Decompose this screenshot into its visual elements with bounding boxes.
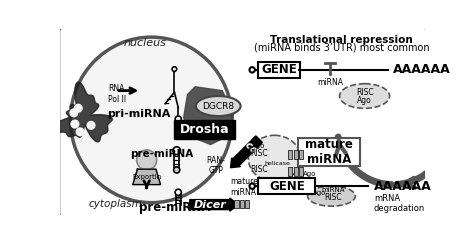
Text: Dicer: Dicer [236,132,263,160]
FancyArrow shape [230,136,263,168]
Ellipse shape [339,84,390,108]
FancyBboxPatch shape [299,167,303,175]
FancyBboxPatch shape [293,151,298,159]
Polygon shape [71,120,79,128]
Text: RISC: RISC [356,88,374,98]
Text: Translational repression: Translational repression [270,35,413,45]
Text: mature
miRNA: mature miRNA [305,138,353,166]
Polygon shape [74,104,82,112]
Text: Dicer: Dicer [193,200,226,210]
Text: DGCR8: DGCR8 [202,102,234,111]
Circle shape [172,67,177,71]
Text: Ago: Ago [312,190,326,196]
Text: mature
miRNA: mature miRNA [230,177,258,197]
Text: Exportin: Exportin [132,174,161,180]
Text: miRNA: miRNA [321,187,345,193]
Circle shape [173,167,180,173]
FancyBboxPatch shape [258,62,300,77]
Polygon shape [70,109,78,117]
Text: Ago: Ago [253,143,266,149]
Text: RISC: RISC [324,193,342,202]
Text: Drosha: Drosha [180,123,229,136]
FancyBboxPatch shape [288,167,292,175]
Polygon shape [87,121,95,129]
Text: Ago: Ago [357,96,372,105]
Ellipse shape [196,96,241,116]
Text: RAN-
GTP: RAN- GTP [207,156,226,175]
Polygon shape [50,82,112,142]
Text: pri-miRNA: pri-miRNA [107,109,170,119]
Ellipse shape [308,186,356,206]
Circle shape [173,147,181,155]
Circle shape [175,116,182,122]
FancyBboxPatch shape [174,120,235,139]
Text: RISC: RISC [250,165,268,174]
Circle shape [137,150,157,170]
Circle shape [249,183,255,189]
FancyBboxPatch shape [299,151,303,159]
FancyBboxPatch shape [240,200,244,208]
Polygon shape [183,87,234,144]
Circle shape [175,189,182,195]
Text: cytoplasm: cytoplasm [89,199,143,209]
FancyBboxPatch shape [298,138,360,166]
Text: helicase: helicase [264,161,291,166]
Text: Ago: Ago [303,171,317,177]
FancyBboxPatch shape [258,178,315,194]
Text: pre-miRNA: pre-miRNA [138,201,210,214]
Text: RNA
Pol II: RNA Pol II [108,84,126,104]
FancyBboxPatch shape [288,151,292,159]
Text: miRNA: miRNA [317,78,343,87]
Text: GENE: GENE [261,63,297,76]
Polygon shape [76,128,84,136]
Text: AAAAAA: AAAAAA [393,63,451,76]
FancyBboxPatch shape [59,28,427,217]
FancyBboxPatch shape [293,167,298,175]
Text: RISC: RISC [250,149,268,158]
Circle shape [249,67,255,73]
FancyBboxPatch shape [234,200,238,208]
Text: GENE: GENE [269,180,305,193]
Ellipse shape [71,37,232,203]
Text: pre-miRNA: pre-miRNA [130,149,193,159]
Polygon shape [133,169,161,185]
FancyArrow shape [190,198,238,211]
Ellipse shape [248,135,301,182]
Text: mRNA
degradation: mRNA degradation [374,194,425,213]
FancyBboxPatch shape [245,200,249,208]
Text: (miRNA binds 3’UTR) most common: (miRNA binds 3’UTR) most common [254,43,429,53]
Text: AAAAAA: AAAAAA [374,180,431,193]
Text: nucleus: nucleus [124,38,166,48]
